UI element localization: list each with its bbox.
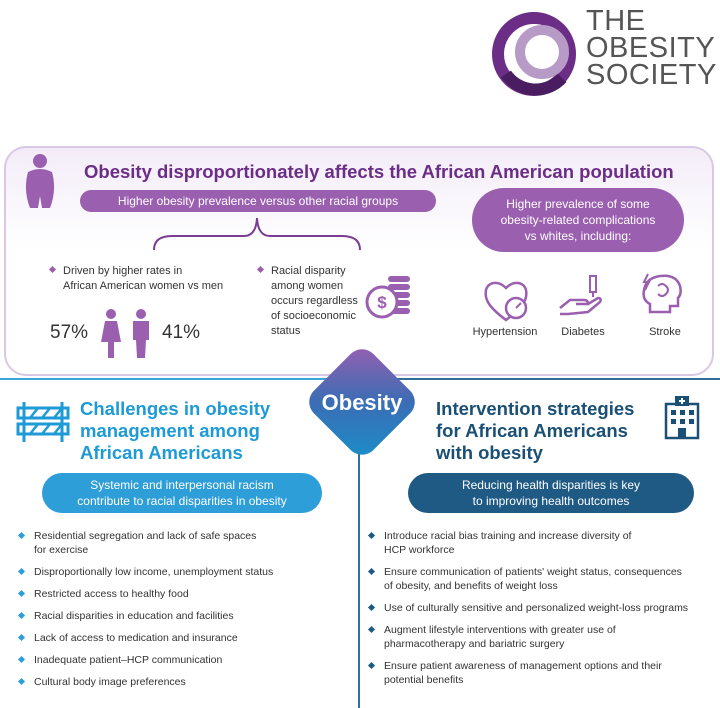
logo-line-1: THE	[586, 5, 646, 37]
interventions-list: Introduce racial bias training and incre…	[366, 529, 716, 687]
socio-bullet-line: of socioeconomic	[271, 310, 356, 322]
list-item: Cultural body image preferences	[16, 675, 346, 689]
challenges-list: Residential segregation and lack of safe…	[16, 529, 346, 689]
complications-pill: Higher prevalence of some obesity-relate…	[472, 188, 684, 252]
racism-pill: Systemic and interpersonal racism contri…	[42, 473, 322, 513]
socio-bullet-line: occurs regardless	[271, 295, 358, 307]
heart-gauge-icon	[484, 281, 528, 322]
gender-bullet-line: Driven by higher rates in	[48, 264, 250, 279]
logo-line-2: OBESITY	[586, 32, 716, 64]
list-item: Racial disparities in education and faci…	[16, 609, 346, 623]
disparities-pill-line: to improving health outcomes	[472, 494, 630, 508]
curly-brace	[153, 217, 361, 251]
complications-pill-line: Higher prevalence of some	[506, 197, 650, 211]
women-percentage: 57%	[50, 322, 89, 343]
obesity-center-diamond	[309, 349, 415, 455]
coins-dollar-icon: $	[365, 276, 410, 319]
prevalence-title: Obesity disproportionately affects the A…	[84, 161, 674, 182]
diabetes-label: Diabetes	[561, 326, 605, 338]
interventions-title-line: with obesity	[436, 442, 543, 463]
challenges-title: Challenges in obesity management among A…	[80, 398, 280, 464]
list-item: Disproportionally low income, unemployme…	[16, 565, 346, 579]
complications-pill-line: vs whites, including:	[524, 229, 632, 243]
list-item: Lack of access to medication and insuran…	[16, 631, 346, 645]
hospital-building-icon	[664, 396, 700, 440]
socioeconomic-bullet: Racial disparity among women occurs rega…	[256, 264, 368, 339]
interventions-title-line: Intervention strategies	[436, 398, 635, 419]
logo-wordmark: THE OBESITY SOCIETY	[586, 5, 717, 91]
list-item: Residential segregation and lack of safe…	[16, 529, 346, 557]
hypertension-label: Hypertension	[472, 326, 538, 338]
gender-bullet: Driven by higher rates in African Americ…	[48, 264, 250, 294]
list-item: Inadequate patient–HCP communication	[16, 653, 346, 667]
stroke-label: Stroke	[649, 326, 681, 338]
brain-lightning-icon	[642, 273, 682, 314]
prevalence-pill: Higher obesity prevalence versus other r…	[80, 190, 436, 212]
socio-bullet-line: among women	[271, 280, 344, 292]
insulin-hand-icon	[559, 275, 602, 316]
logo-line-3: SOCIETY	[586, 59, 717, 91]
list-item: Ensure communication of patients' weight…	[366, 565, 716, 593]
man-icon	[133, 309, 149, 358]
obese-person-icon	[25, 154, 55, 208]
interventions-title: Intervention strategies for African Amer…	[436, 398, 646, 464]
disparities-pill-line: Reducing health disparities is key	[461, 478, 641, 492]
list-item: Use of culturally sensitive and personal…	[366, 601, 716, 615]
list-item: Ensure patient awareness of management o…	[366, 659, 716, 687]
gender-bullet-line: African American women vs men	[63, 280, 224, 292]
challenges-title-line: management among	[80, 420, 260, 441]
list-item: Introduce racial bias training and incre…	[366, 529, 716, 557]
obesity-center-label: Obesity	[321, 390, 403, 415]
disparities-pill: Reducing health disparities is key to im…	[408, 473, 694, 513]
men-percentage: 41%	[162, 322, 201, 343]
socio-bullet-line: status	[271, 325, 301, 337]
socio-bullet-line: Racial disparity	[256, 264, 368, 279]
bullet-diamond-icon	[256, 265, 265, 274]
road-barrier-icon	[16, 402, 70, 442]
challenges-title-line: Challenges in obesity	[80, 398, 271, 419]
woman-icon	[101, 309, 121, 358]
interventions-title-line: for African Americans	[436, 420, 628, 441]
complications-pill-line: obesity-related complications	[500, 213, 656, 227]
racism-pill-line: contribute to racial disparities in obes…	[77, 494, 287, 508]
list-item: Augment lifestyle interventions with gre…	[366, 623, 716, 651]
challenges-title-line: African Americans	[80, 442, 243, 463]
bullet-diamond-icon	[48, 265, 57, 274]
obesity-society-logo	[492, 12, 576, 96]
racism-pill-line: Systemic and interpersonal racism	[90, 478, 274, 492]
svg-text:$: $	[377, 293, 387, 312]
list-item: Restricted access to healthy food	[16, 587, 346, 601]
